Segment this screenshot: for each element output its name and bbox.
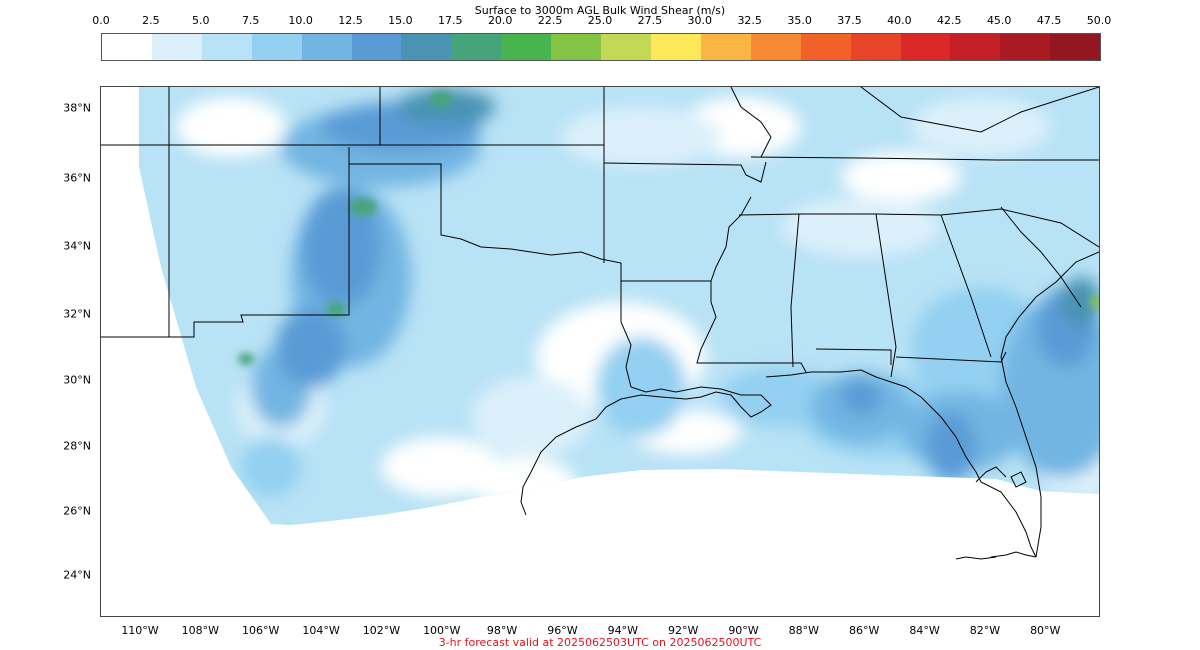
colorbar-tick-labels: 0.0 2.5 5.0 7.5 10.0 12.5 15.0 17.5 20.0 22.5 25.0…	[92, 14, 1111, 32]
latitude-labels: 38°N 36°N 34°N 32°N 30°N 28°N 26°N 24°N	[40, 86, 95, 617]
colorbar-tick-label: 5.0	[192, 14, 210, 27]
colorbar-segment	[1050, 34, 1101, 60]
colorbar-tick-label: 50.0	[1086, 14, 1112, 27]
colorbar-segment	[251, 34, 302, 60]
latitude-label: 36°N	[63, 171, 91, 185]
latitude-label: 38°N	[63, 101, 91, 115]
longitude-label: 100°W	[423, 624, 461, 637]
colorbar-segment	[700, 34, 751, 60]
longitude-label: 104°W	[302, 624, 340, 637]
latitude-label: 26°N	[63, 504, 91, 518]
colorbar-tick-label: 35.0	[787, 14, 812, 27]
colorbar-tick-label: 20.0	[487, 14, 513, 27]
latitude-label: 28°N	[63, 439, 91, 453]
colorbar-segment	[351, 34, 402, 60]
colorbar-tick-label: 10.0	[288, 14, 313, 27]
longitude-labels: 110°W 108°W 106°W 104°W 102°W 100°W 98°W 96°W 94…	[100, 624, 1100, 638]
longitude-label: 90°W	[728, 624, 759, 637]
longitude-label: 110°W	[121, 624, 159, 637]
colorbar-tick-label: 12.5	[338, 14, 363, 27]
colorbar-tick-label: 45.0	[986, 14, 1012, 27]
colorbar-segment	[650, 34, 701, 60]
colorbar-tick-label: 32.5	[737, 14, 762, 27]
latitude-label: 24°N	[63, 568, 91, 582]
colorbar-tick-label: 40.0	[887, 14, 912, 27]
colorbar-tick-label: 15.0	[388, 14, 413, 27]
colorbar-segment	[401, 34, 452, 60]
colorbar-segment	[451, 34, 502, 60]
colorbar-segment	[301, 34, 352, 60]
forecast-valid-time: 3-hr forecast valid at 2025062503UTC on …	[438, 636, 762, 649]
colorbar-segment	[750, 34, 801, 60]
colorbar-tick-label: 22.5	[537, 14, 563, 27]
longitude-label: 80°W	[1030, 624, 1061, 637]
longitude-label: 96°W	[547, 624, 578, 637]
latitude-label: 30°N	[63, 373, 91, 387]
colorbar-segment	[950, 34, 1001, 60]
colorbar-title: Surface to 3000m AGL Bulk Wind Shear (m/…	[474, 4, 726, 17]
colorbar-segment	[601, 34, 651, 60]
wind-shear-field	[139, 87, 1099, 525]
colorbar-segment	[501, 34, 552, 60]
longitude-label: 92°W	[667, 624, 699, 637]
colorbar-tick-label: 30.0	[687, 14, 713, 27]
longitude-label: 108°W	[181, 624, 220, 637]
colorbar	[101, 33, 1101, 61]
longitude-label: 84°W	[909, 624, 940, 637]
colorbar-tick-label: 2.5	[142, 14, 160, 27]
wind-shear-map	[101, 87, 1099, 560]
colorbar-tick-label: 7.5	[241, 14, 260, 27]
colorbar-tick-label: 42.5	[937, 14, 962, 27]
longitude-label: 98°W	[486, 624, 518, 637]
colorbar-segment	[800, 34, 851, 60]
coastline	[520, 251, 1099, 560]
colorbar-segment	[850, 34, 901, 60]
longitude-label: 102°W	[362, 624, 401, 637]
colorbar-segment	[201, 34, 252, 60]
longitude-label: 86°W	[849, 624, 880, 637]
latitude-label: 32°N	[63, 307, 91, 321]
colorbar-tick-label: 25.0	[587, 14, 613, 27]
colorbar-segment	[151, 34, 202, 60]
colorbar-tick-label: 47.5	[1036, 14, 1062, 27]
colorbar-segment	[102, 34, 152, 60]
longitude-label: 106°W	[242, 624, 280, 637]
colorbar-segment	[900, 34, 951, 60]
map-frame	[100, 86, 1100, 617]
longitude-label: 94°W	[607, 624, 638, 637]
colorbar-tick-label: 37.5	[837, 14, 862, 27]
state-borders	[101, 87, 1099, 388]
colorbar-tick-label: 17.5	[438, 14, 463, 27]
colorbar-segment	[551, 34, 602, 60]
colorbar-tick-label: 0.0	[92, 14, 110, 27]
longitude-label: 82°W	[969, 624, 1001, 637]
colorbar-segment	[1000, 34, 1051, 60]
colorbar-tick-label: 27.5	[637, 14, 663, 27]
latitude-label: 34°N	[63, 239, 91, 253]
longitude-label: 88°W	[788, 624, 820, 637]
